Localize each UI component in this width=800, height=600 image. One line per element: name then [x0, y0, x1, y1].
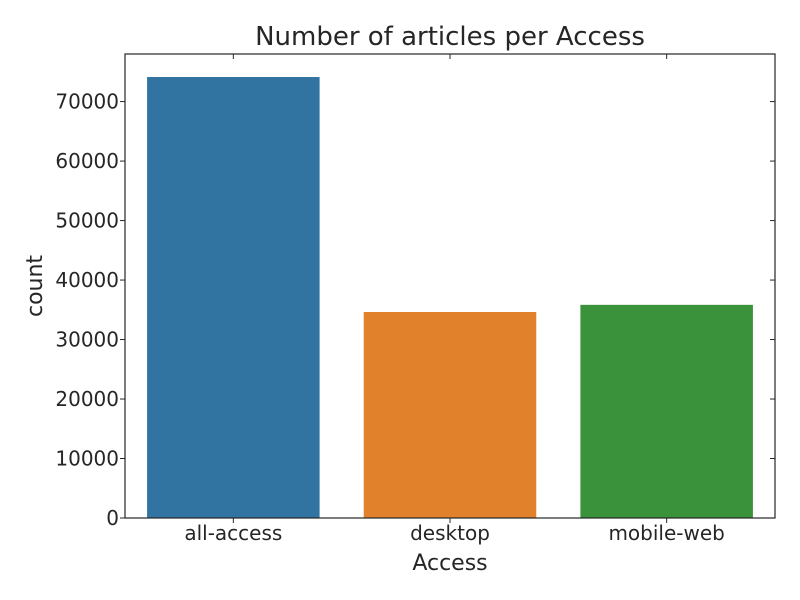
y-tick-label: 40000: [55, 268, 119, 292]
y-tick-label: 10000: [55, 447, 119, 471]
bar-all-access: [146, 76, 321, 519]
y-tick-label: 70000: [55, 90, 119, 114]
y-tick-label: 60000: [55, 149, 119, 173]
y-axis-label: count: [23, 255, 48, 317]
y-tick-label: 20000: [55, 387, 119, 411]
bar-desktop: [362, 311, 538, 519]
x-tick-label: mobile-web: [608, 521, 724, 545]
ticks-layer: all-access desktop mobile-web 0 10000 20000 30…: [55, 54, 775, 545]
x-axis-label: Access: [412, 551, 487, 576]
bar-mobile-web: [579, 304, 754, 519]
y-tick-label: 30000: [55, 328, 119, 352]
x-tick-label: desktop: [410, 521, 490, 545]
x-tick-label: all-access: [184, 521, 282, 545]
chart-title: Number of articles per Access: [255, 22, 645, 52]
bars-layer: [146, 76, 754, 519]
y-tick-label: 50000: [55, 209, 119, 233]
y-tick-label: 0: [106, 506, 119, 530]
